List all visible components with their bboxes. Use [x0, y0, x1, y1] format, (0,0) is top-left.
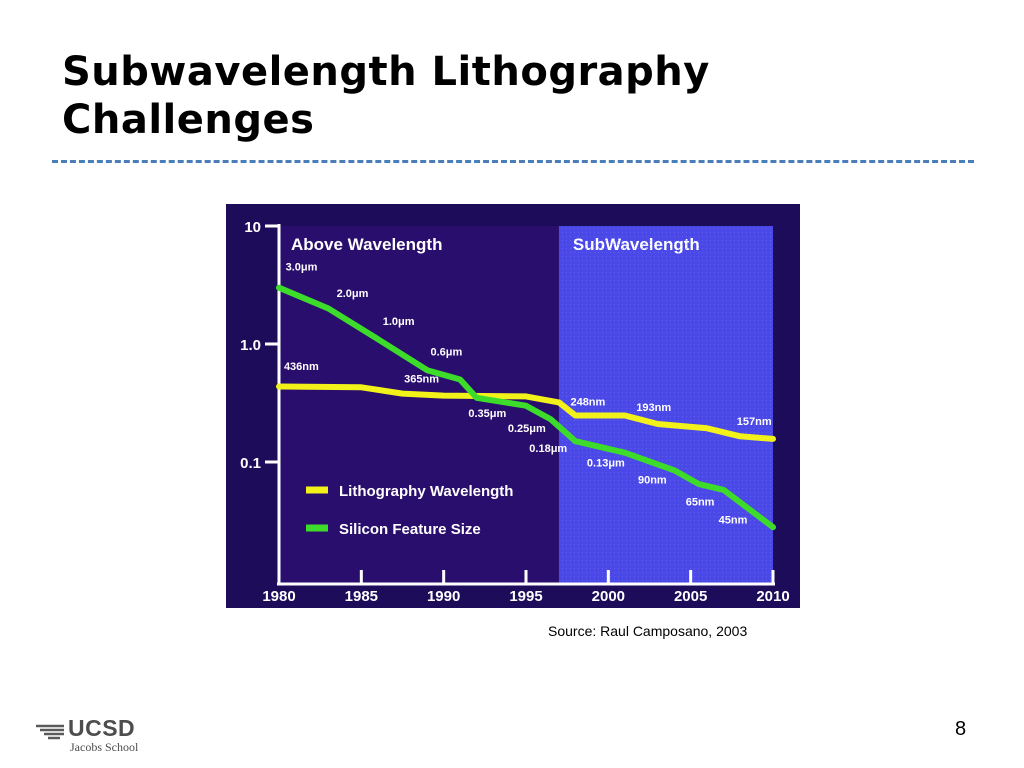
trident-icon [36, 724, 64, 740]
data-label: 248nm [570, 397, 605, 409]
data-label: 1.0μm [383, 316, 415, 328]
logo-subtitle: Jacobs School [70, 740, 139, 754]
data-label: 90nm [638, 474, 667, 486]
y-tick-label: 1.0 [240, 337, 261, 354]
data-label: 0.13μm [587, 457, 625, 469]
logo-wordmark: UCSD [68, 715, 136, 741]
legend-label: Silicon Feature Size [339, 521, 481, 538]
data-label: 436nm [284, 361, 319, 373]
data-label: 45nm [719, 515, 748, 527]
data-label: 0.35μm [468, 408, 506, 420]
data-label: 0.18μm [529, 443, 567, 455]
title-divider [52, 160, 974, 163]
data-label: 0.25μm [508, 423, 546, 435]
slide-title-line1: Subwavelength Lithography [62, 49, 710, 95]
data-label: 2.0μm [337, 288, 369, 300]
x-tick-label: 1990 [427, 588, 460, 605]
data-label: 3.0μm [286, 261, 318, 273]
page-number: 8 [955, 718, 967, 740]
series-line-silicon-feature-size [276, 284, 776, 531]
legend-label: Lithography Wavelength [339, 483, 513, 500]
x-tick-label: 1995 [509, 588, 542, 605]
lithography-chart: Above WavelengthSubWavelength101.00.1198… [226, 204, 800, 608]
slide-title-line2: Challenges [62, 97, 315, 143]
x-tick-label: 1980 [262, 588, 295, 605]
series-line-lithography-wavelength [276, 383, 776, 442]
data-label: 65nm [686, 496, 715, 508]
chart-svg: Above WavelengthSubWavelength101.00.1198… [226, 204, 800, 608]
slide-title: Subwavelength Lithography Challenges [62, 48, 710, 144]
ucsd-logo: UCSD Jacobs School [34, 716, 154, 756]
y-tick-label: 10 [244, 219, 261, 236]
source-caption: Source: Raul Camposano, 2003 [548, 623, 748, 639]
x-tick-label: 2005 [674, 588, 707, 605]
x-tick-label: 2000 [592, 588, 625, 605]
data-label: 365nm [404, 374, 439, 386]
x-tick-label: 1985 [345, 588, 378, 605]
data-label: 157nm [737, 416, 772, 428]
region-texture [558, 226, 773, 584]
data-label: 0.6μm [430, 346, 462, 358]
region-label: Above Wavelength [291, 235, 442, 254]
x-tick-label: 2010 [756, 588, 789, 605]
data-label: 193nm [636, 402, 671, 414]
y-tick-label: 0.1 [240, 455, 261, 472]
